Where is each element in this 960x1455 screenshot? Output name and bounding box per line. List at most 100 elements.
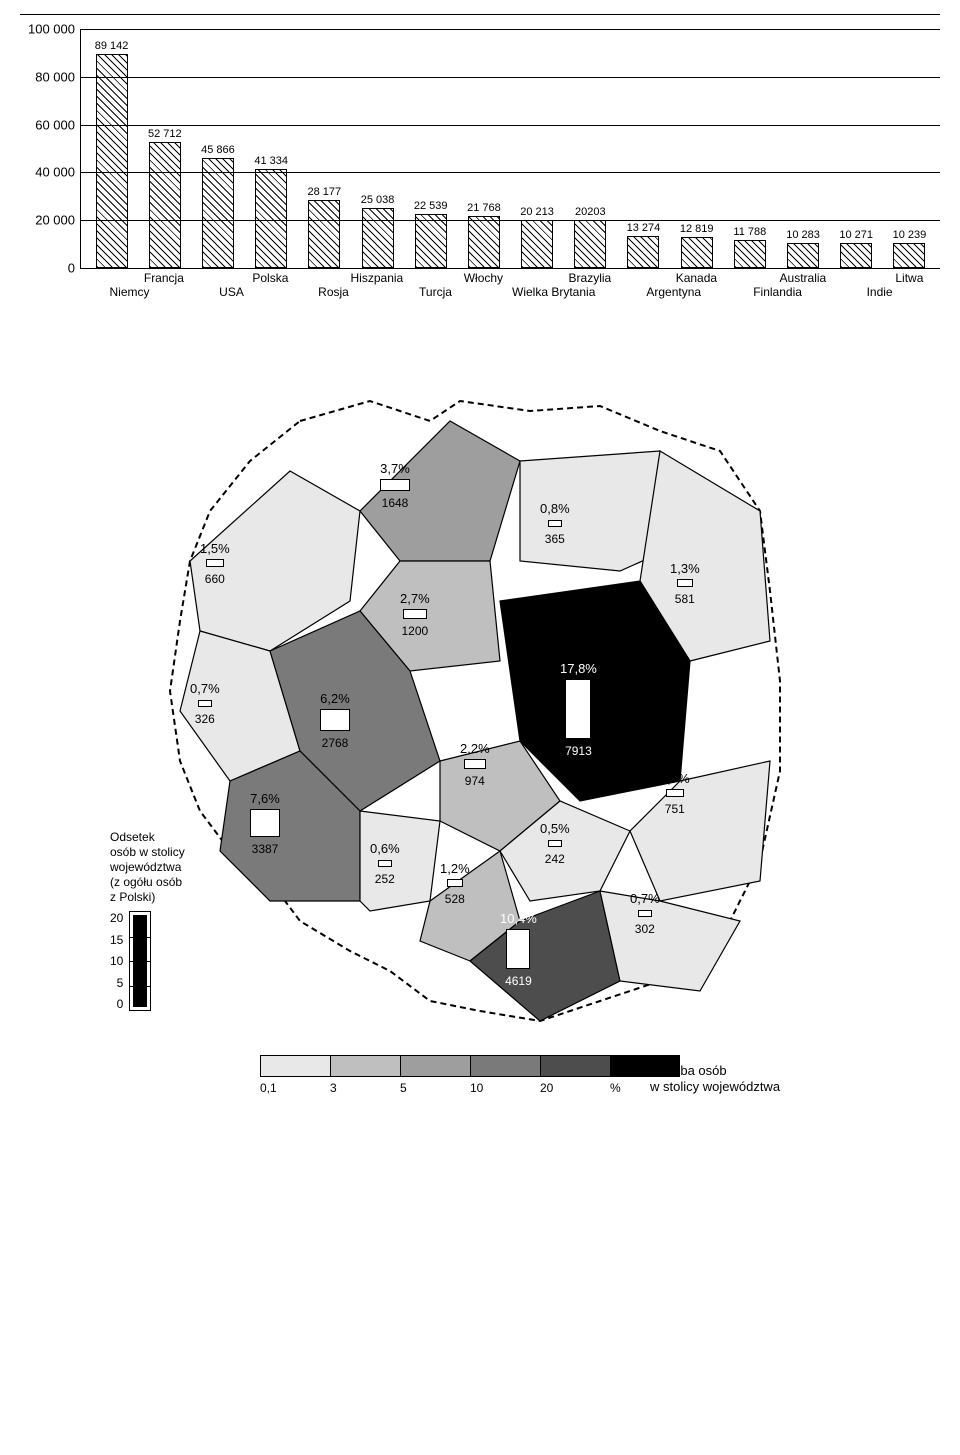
bar-chart: 89 14252 71245 86641 33428 17725 03822 5…	[20, 29, 940, 339]
region-label-slaskie: 1,2%528	[440, 861, 470, 907]
bar-value-label: 52 712	[148, 128, 182, 140]
x-tick-label: USA	[206, 285, 257, 299]
gridline	[81, 220, 940, 221]
region-label-pomorskie: 3,7% 1648	[380, 461, 410, 511]
y-tick-label: 100 000	[21, 22, 75, 37]
region-pct: 2,2%	[460, 741, 490, 757]
region-label-lodzkie: 2,2%974	[460, 741, 490, 789]
region-pct: 1,3%	[670, 561, 700, 577]
region-label-zachodniopomorskie: 1,5%660	[200, 541, 230, 587]
bar: 28 177	[298, 186, 351, 268]
bar-rect	[308, 200, 340, 268]
bar-rect	[893, 243, 925, 268]
bar-rect	[362, 208, 394, 268]
ramp-swatch	[540, 1055, 610, 1077]
region-label-mazowieckie: 17,8%7913	[560, 661, 597, 759]
x-tick-blank	[510, 271, 563, 285]
bar-rect	[734, 240, 766, 268]
bar: 45 866	[191, 144, 244, 268]
ramp-break-label: 3	[330, 1081, 400, 1095]
bar: 10 271	[830, 229, 883, 268]
region-label-kujawsko-pomorskie: 2,7%1200	[400, 591, 430, 639]
bar-rect	[681, 237, 713, 268]
count-legend: Liczba osóbw stolicy województwa	[650, 1063, 780, 1096]
bar-chart-bars: 89 14252 71245 86641 33428 17725 03822 5…	[81, 29, 940, 268]
region-label-podlaskie: 1,3% 581	[670, 561, 700, 607]
region-label-warminsko-mazurskie: 0,8%365	[540, 501, 570, 547]
region-pct: 0,7%	[630, 891, 660, 907]
region-pct: 0,5%	[540, 821, 570, 837]
region-bar-icon	[666, 789, 684, 797]
region-bar-icon	[447, 879, 463, 887]
region-pct: 10,4%	[500, 911, 537, 927]
x-tick-blank	[257, 285, 308, 299]
region-bar-icon	[198, 700, 212, 707]
region-label-podkarpackie: 0,7%302	[630, 891, 660, 937]
x-tick-label: Rosja	[308, 285, 359, 299]
x-tick-label: Litwa	[883, 271, 936, 285]
region-count: 581	[670, 592, 700, 606]
x-tick-label: Turcja	[410, 285, 461, 299]
scale-tick: 5	[110, 976, 123, 990]
bar: 12 819	[670, 223, 723, 268]
bar-rect	[255, 169, 287, 268]
bar: 13 274	[617, 222, 670, 268]
ramp-break-label: 5	[400, 1081, 470, 1095]
ramp-break-label: 20	[540, 1081, 610, 1095]
x-tick-label: Polska	[244, 271, 297, 285]
bar-value-label: 10 271	[839, 229, 873, 241]
region-count: 1648	[380, 496, 410, 510]
map-color-legend: 0,1351020% Liczba osóbw stolicy wojewódz…	[260, 1049, 860, 1095]
scale-bar: 20151050	[110, 911, 280, 1011]
bar-rect	[415, 214, 447, 268]
bar-value-label: 28 177	[308, 186, 342, 198]
scale-bar-box	[129, 911, 151, 1011]
bar-value-label: 13 274	[627, 222, 661, 234]
bar: 52 712	[138, 128, 191, 269]
region-count: 751	[660, 802, 690, 816]
bar-rect	[574, 220, 606, 268]
bar-value-label: 11 788	[733, 226, 766, 238]
region-label-lubelskie: 1,7%751	[660, 771, 690, 817]
region-bar-icon	[206, 559, 224, 567]
region-bar-icon	[380, 479, 410, 491]
region-label-malopolskie: 10,4%4619	[500, 911, 537, 989]
region-label-opolskie: 0,6%252	[370, 841, 400, 887]
bar: 89 142	[85, 40, 138, 268]
header-rule	[20, 14, 940, 15]
gridline	[81, 77, 940, 78]
bar-value-label: 10 239	[893, 229, 927, 241]
region-count: 7913	[560, 744, 597, 758]
scale-tick: 20	[110, 911, 123, 925]
bar-rect	[96, 54, 128, 268]
bar: 22 539	[404, 200, 457, 268]
y-tick-label: 40 000	[21, 165, 75, 180]
region-label-wielkopolskie: 6,2%2768	[320, 691, 350, 751]
x-tick-label: Hiszpania	[350, 271, 403, 285]
bar: 20 213	[511, 206, 564, 269]
region-count: 365	[540, 532, 570, 546]
x-tick-blank	[359, 285, 410, 299]
x-tick-label: Włochy	[457, 271, 510, 285]
gridline	[81, 29, 940, 30]
gridline	[81, 172, 940, 173]
bar-rect	[521, 220, 553, 269]
region-bar-icon	[378, 860, 392, 867]
scale-title-line: (z ogółu osób	[110, 875, 280, 890]
region-count: 660	[200, 572, 230, 586]
region-count: 252	[370, 872, 400, 886]
region-count: 528	[440, 892, 470, 906]
ramp-swatch	[470, 1055, 540, 1077]
region-podkarpackie	[600, 891, 740, 991]
bar-rect	[627, 236, 659, 268]
region-bar-icon	[464, 759, 486, 769]
region-bar-icon	[320, 709, 350, 731]
x-tick-blank	[803, 285, 854, 299]
bar-chart-x-labels: Francja Polska Hiszpania Włochy Brazylia…	[80, 271, 940, 315]
count-legend-label: Liczba osóbw stolicy województwa	[650, 1063, 780, 1094]
region-bar-icon	[506, 929, 530, 969]
scale-title-line: województwa	[110, 860, 280, 875]
x-tick-label: Kanada	[670, 271, 723, 285]
scale-tick: 0	[110, 997, 123, 1011]
region-pct: 3,7%	[380, 461, 410, 477]
